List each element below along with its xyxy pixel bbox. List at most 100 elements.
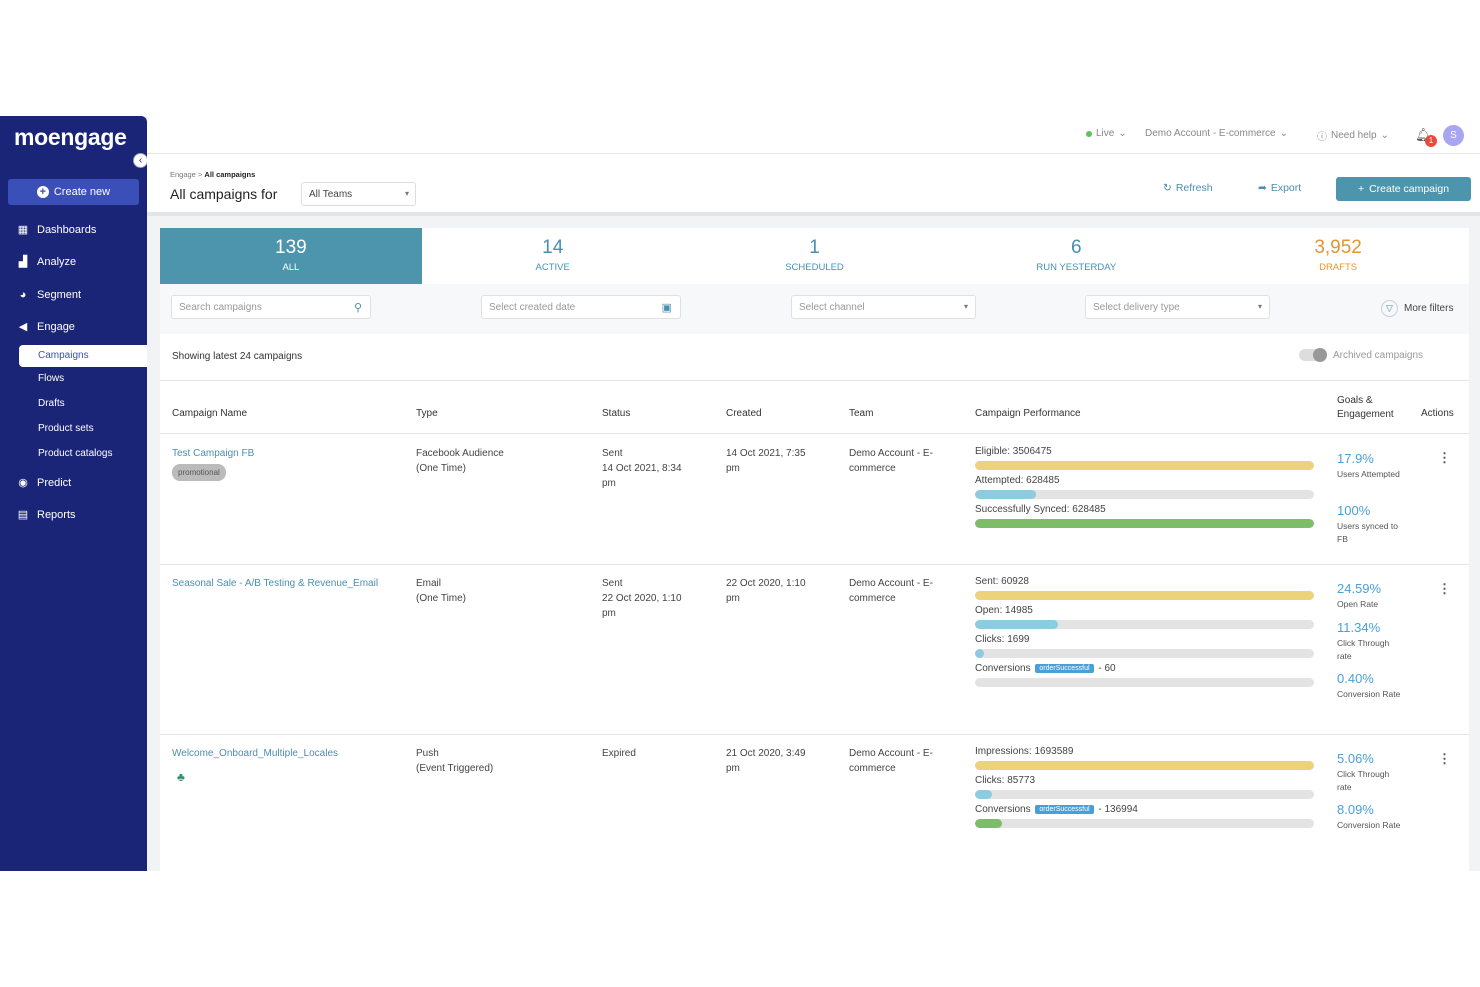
sidebar-subitem-product-catalogs[interactable]: Product catalogs [38,448,113,459]
toggle-switch[interactable] [1299,348,1327,362]
archived-campaigns-toggle[interactable]: Archived campaigns [1299,348,1423,362]
app-window: moengage ‹ + Create new ▦ Dashboards ▟ A… [0,116,1480,871]
help-dropdown[interactable]: ⓘ Need help ⌄ [1317,128,1389,143]
chevron-down-icon: ▾ [963,302,968,311]
help-icon: ⓘ [1317,132,1327,143]
channel-placeholder: Select channel [799,302,865,313]
campaign-tag: promotional [172,464,226,481]
report-icon: ▤ [17,509,29,521]
row-actions-kebab-icon[interactable]: ⋮ [1438,581,1451,596]
team-select-value: All Teams [309,189,353,200]
perf-bar [975,490,1314,499]
avatar[interactable]: S [1443,125,1464,146]
environment-dropdown[interactable]: Live ⌄ [1086,128,1127,139]
campaign-name-cell: Welcome_Onboard_Multiple_Locales [172,746,407,761]
export-icon: ➦ [1258,182,1267,194]
export-button[interactable]: ➦ Export [1258,182,1301,194]
sidebar-subitem-label: Campaigns [38,350,89,361]
created-date-input[interactable]: Select created date ▣ [481,295,681,319]
tab-active[interactable]: 14 ACTIVE [422,228,684,284]
tab-run-yesterday[interactable]: 6 RUN YESTERDAY [945,228,1207,284]
dashboard-icon: ▦ [17,224,29,236]
collapse-sidebar-icon[interactable]: ‹ [133,153,148,168]
goal-value: 5.06% [1337,751,1374,766]
chevron-down-icon: ⌄ [1279,128,1288,139]
refresh-button[interactable]: ↻ Refresh [1163,182,1213,194]
create-campaign-button[interactable]: + Create campaign [1336,177,1471,201]
perf-bar-fill [975,461,1314,470]
conversions-value: - 136994 [1098,804,1138,815]
goal-value: 24.59% [1337,581,1382,596]
status-text: Sent [602,448,623,459]
sidebar-item-analyze[interactable]: ▟ Analyze [17,254,76,270]
created-cell: 22 Oct 2020, 1:10 pm [726,576,806,606]
tab-all[interactable]: 139 ALL [160,228,422,284]
sidebar-item-label: Reports [37,509,76,521]
perf-bar [975,620,1314,629]
column-header-created: Created [726,408,762,419]
perf-label: Attempted: 628485 [975,475,1060,486]
export-label: Export [1270,182,1302,194]
plus-icon: + [36,186,49,198]
sidebar-item-engage[interactable]: ◀ Engage [17,319,75,335]
goal-value: 11.34% [1337,620,1381,635]
sidebar-item-reports[interactable]: ▤ Reports [17,507,76,523]
perf-label: Open: 14985 [975,605,1033,616]
goal-label: Open Rate [1337,599,1379,609]
perf-bar [975,678,1314,687]
event-chip: orderSuccessful [1035,804,1094,814]
type-subtext: (One Time) [416,593,467,604]
tab-scheduled[interactable]: 1 SCHEDULED [684,228,946,284]
conversions-value: - 60 [1098,663,1116,674]
sidebar-item-predict[interactable]: ◉ Predict [17,475,71,491]
row-actions-kebab-icon[interactable]: ⋮ [1438,450,1451,465]
sidebar-subitem-product-sets[interactable]: Product sets [38,423,94,434]
team-select[interactable]: All Teams ▾ [301,182,416,206]
sidebar-item-label: Dashboards [37,224,97,236]
sidebar-item-segment[interactable]: ◕ Segment [17,287,81,303]
perf-label: Sent: 60928 [975,576,1029,587]
column-header-status: Status [602,408,631,419]
column-header-goals: Goals & Engagement [1337,395,1394,420]
team-text: Demo Account - E- [849,448,933,459]
create-campaign-label: Create campaign [1369,183,1450,195]
perf-bar-fill [975,591,1314,600]
campaign-name-link[interactable]: Test Campaign FB [172,448,255,459]
create-new-button[interactable]: + Create new [8,179,139,205]
stat-label: ALL [282,262,300,273]
channel-select[interactable]: Select channel ▾ [791,295,976,319]
goal-value: 100% [1337,503,1371,518]
stats-tabs: 139 ALL 14 ACTIVE 1 SCHEDULED 6 RUN YEST… [160,228,1469,284]
column-header-actions: Actions [1421,408,1454,419]
stat-number: 1 [809,237,820,258]
sidebar-subitem-flows[interactable]: Flows [38,373,65,384]
team-text: Demo Account - E- [849,578,933,589]
campaign-name-link[interactable]: Seasonal Sale - A/B Testing & Revenue_Em… [172,578,379,589]
row-actions-kebab-icon[interactable]: ⋮ [1438,751,1451,766]
tab-drafts[interactable]: 3,952 DRAFTS [1207,228,1469,284]
megaphone-icon: ◀ [18,321,28,333]
sidebar-subitem-drafts[interactable]: Drafts [38,398,65,409]
type-subtext: (Event Triggered) [416,763,494,774]
campaign-name-link[interactable]: Welcome_Onboard_Multiple_Locales [172,748,339,759]
search-input[interactable]: Search campaigns ⚲ [171,295,371,319]
account-dropdown[interactable]: Demo Account - E-commerce ⌄ [1145,128,1288,139]
breadcrumb: Engage > All campaigns [170,170,256,179]
breadcrumb-parent[interactable]: Engage [170,170,196,179]
delivery-type-select[interactable]: Select delivery type ▾ [1085,295,1270,319]
created-date: 22 Oct 2020, 1:10 [726,578,806,589]
perf-label: Clicks: 1699 [975,634,1030,645]
stat-label: SCHEDULED [785,262,844,273]
created-date: 14 Oct 2021, 7:35 [726,448,806,459]
campaign-name-cell: Seasonal Sale - A/B Testing & Revenue_Em… [172,576,407,591]
sidebar-subitem-campaigns[interactable]: Campaigns [19,345,147,367]
sidebar-item-dashboards[interactable]: ▦ Dashboards [17,222,97,238]
more-filters-button[interactable]: ▽ More filters [1381,300,1453,317]
perf-bar-fill [975,620,1059,629]
chevron-down-icon: ▾ [1257,302,1262,311]
stat-number: 14 [542,237,564,258]
team-cell: Demo Account - E- commerce [849,446,933,476]
goal-value: 0.40% [1337,671,1374,686]
sidebar-item-label: Engage [37,321,75,333]
campaign-name-cell: Test Campaign FB promotional [172,446,392,481]
